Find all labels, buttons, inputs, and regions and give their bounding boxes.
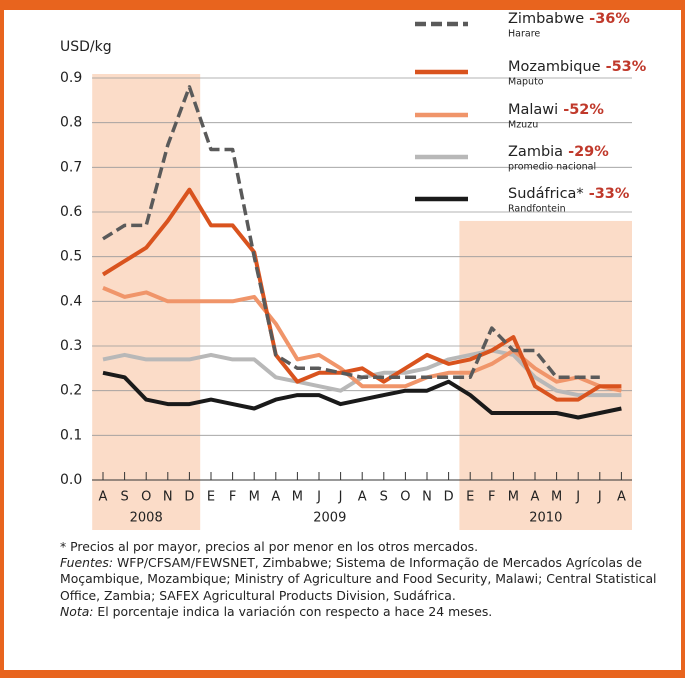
x-tick-label: D bbox=[444, 490, 454, 505]
y-tick-label: 0.8 bbox=[60, 115, 82, 131]
notes: * Precios al por mayor, precios al por m… bbox=[60, 539, 660, 620]
legend-market: promedio nacional bbox=[508, 162, 596, 173]
x-tick-label: O bbox=[400, 490, 410, 505]
legend-name: Zambia bbox=[508, 144, 563, 160]
legend-change: -53% bbox=[606, 59, 647, 75]
x-tick-label: S bbox=[380, 490, 388, 505]
series-line bbox=[102, 85, 600, 380]
legend-market: Mzuzu bbox=[508, 120, 538, 131]
year-label: 2008 bbox=[130, 511, 163, 526]
legend-entry: Sudáfrica* -33% bbox=[508, 186, 630, 202]
legend-entry: Zimbabwe -36% bbox=[508, 11, 630, 27]
note-label: Nota: bbox=[60, 603, 94, 619]
chart: USD/kg 2008 2009 2010 0.0 0.1 0.2 0.3 0.4 0.5 0.6… bbox=[60, 11, 647, 530]
legend-name: Mozambique bbox=[508, 59, 601, 75]
x-tick-label: O bbox=[141, 490, 151, 505]
y-axis-label: USD/kg bbox=[60, 39, 112, 55]
x-tick-label: J bbox=[316, 490, 321, 505]
x-tick-label: J bbox=[338, 490, 343, 505]
x-tick-label: F bbox=[488, 490, 495, 505]
legend-entry: Mozambique -53% bbox=[508, 59, 647, 75]
legend-entry: Malawi -52% bbox=[508, 102, 604, 118]
legend-name: Malawi bbox=[508, 102, 558, 118]
legend-market: Maputo bbox=[508, 77, 544, 88]
legend-market: Randfontein bbox=[508, 204, 566, 215]
legend-change: -36% bbox=[589, 11, 630, 27]
y-tick-label: 0.4 bbox=[60, 293, 82, 309]
note: * Precios al por mayor, precios al por m… bbox=[60, 539, 660, 555]
series-line bbox=[101, 187, 622, 402]
y-tick-label: 0.1 bbox=[60, 427, 82, 443]
x-tick-label: J bbox=[575, 490, 580, 505]
y-tick-label: 0.0 bbox=[60, 472, 82, 488]
x-tick-label: A bbox=[99, 490, 108, 505]
x-tick-label: A bbox=[531, 490, 540, 505]
legend-entry: Zambia -29% bbox=[508, 144, 609, 160]
y-tick-label: 0.7 bbox=[60, 159, 82, 175]
x-tick-label: S bbox=[120, 490, 128, 505]
legend-change: -52% bbox=[563, 102, 604, 118]
x-tick-label: M bbox=[508, 490, 519, 505]
note-text: WFP/CFSAM/FEWSNET, Zimbabwe; Sistema de … bbox=[60, 555, 657, 603]
y-tick-label: 0.6 bbox=[60, 204, 82, 220]
legend-name: Zimbabwe bbox=[508, 11, 584, 27]
x-tick-label: J bbox=[597, 490, 602, 505]
legend-name: Sudáfrica* bbox=[508, 186, 584, 202]
x-tick-label: A bbox=[271, 490, 280, 505]
legend-change: -33% bbox=[589, 186, 630, 202]
x-tick-label: M bbox=[551, 490, 562, 505]
x-tick-label: M bbox=[249, 490, 260, 505]
x-tick-label: E bbox=[466, 490, 474, 505]
series-line bbox=[102, 370, 622, 420]
x-tick-label: N bbox=[163, 490, 173, 505]
note: Fuentes: WFP/CFSAM/FEWSNET, Zimbabwe; Si… bbox=[60, 555, 660, 604]
x-tick-label: N bbox=[422, 490, 432, 505]
note-text: * Precios al por mayor, precios al por m… bbox=[60, 539, 479, 554]
x-tick-label: D bbox=[184, 490, 194, 505]
y-tick-label: 0.9 bbox=[60, 70, 82, 86]
legend-change: -29% bbox=[568, 144, 609, 160]
x-tick-label: M bbox=[292, 490, 303, 505]
year-label: 2010 bbox=[529, 511, 562, 526]
note-text: El porcentaje indica la variación con re… bbox=[93, 603, 493, 619]
x-tick-label: E bbox=[207, 490, 215, 505]
series-line bbox=[102, 286, 622, 393]
y-tick-label: 0.3 bbox=[60, 338, 82, 354]
note-label: Fuentes: bbox=[60, 555, 114, 571]
legend-market: Harare bbox=[508, 29, 540, 40]
y-tick-label: 0.5 bbox=[60, 249, 82, 265]
x-tick-label: A bbox=[358, 490, 367, 505]
x-tick-label: F bbox=[229, 490, 236, 505]
shading-layer bbox=[92, 74, 632, 530]
year-label: 2009 bbox=[313, 511, 346, 526]
x-tick-label: A bbox=[617, 490, 626, 505]
y-tick-label: 0.2 bbox=[60, 383, 82, 399]
note: Nota: El porcentaje indica la variación … bbox=[60, 604, 660, 620]
